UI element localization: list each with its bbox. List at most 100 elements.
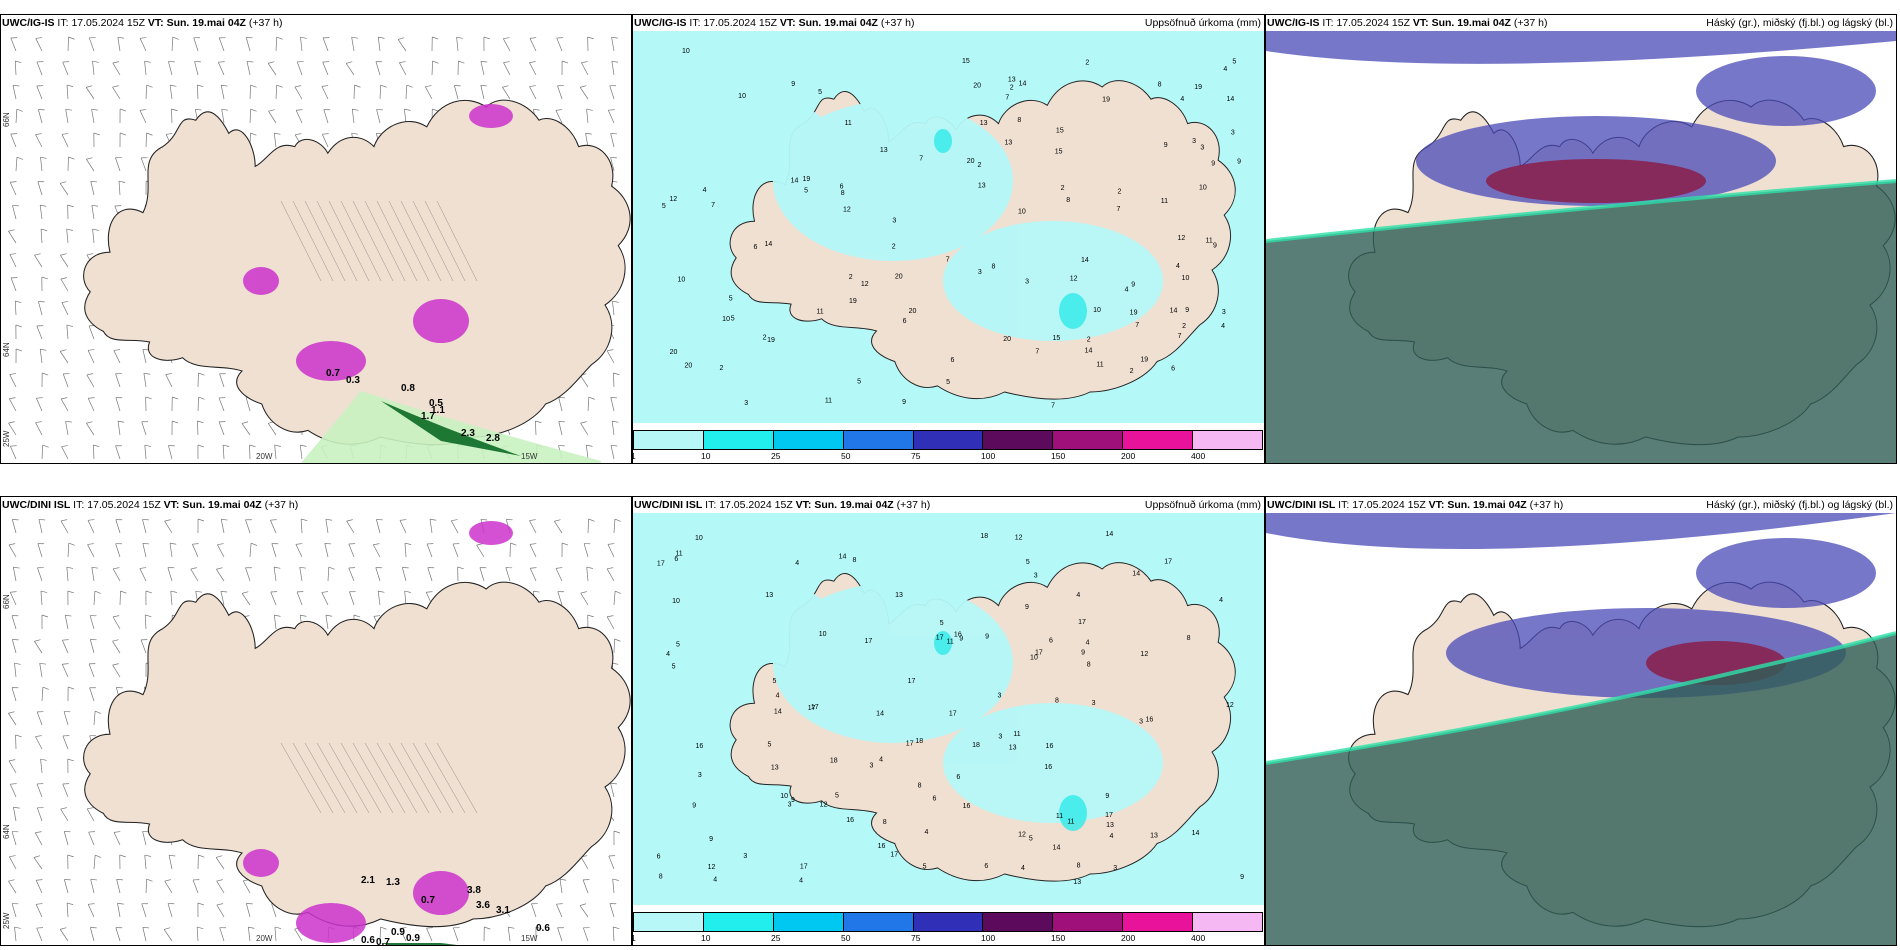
precip-value: 4	[1086, 640, 1090, 647]
precip-value: 6	[903, 318, 907, 325]
legend-swatch	[1193, 431, 1263, 449]
precip-value: 19	[802, 176, 810, 183]
precip-value: 12	[1177, 235, 1185, 242]
precip-value: 17	[906, 741, 914, 748]
precip-value: 19	[1102, 96, 1110, 103]
legend-tick: 10	[701, 933, 711, 943]
precip-value: 9	[1025, 604, 1029, 611]
legend-tick: 100	[981, 451, 996, 461]
precip-value: 17	[864, 638, 872, 645]
legend-tick: 1	[631, 451, 636, 461]
precip-value: 16	[695, 743, 703, 750]
precip-value: 5	[676, 642, 680, 649]
precip-value: 2	[763, 335, 767, 342]
precip-value: 6	[674, 556, 678, 563]
precip-value: 2	[1061, 185, 1065, 192]
precip-value: 20	[895, 274, 903, 281]
precip-value: 2	[1010, 85, 1014, 92]
precip-value: 12	[843, 207, 851, 214]
precip-value: 7	[1051, 403, 1055, 410]
precip-value: 12	[861, 281, 869, 288]
precip-value: 9	[1213, 243, 1217, 250]
legend-swatch	[703, 913, 774, 931]
it-label: IT:	[57, 17, 69, 29]
precip-value: 11	[816, 308, 823, 315]
precip-value: 20	[909, 308, 917, 315]
precip-value: 8	[1187, 635, 1191, 642]
precip-value: 8	[841, 190, 845, 197]
precip-value: 5	[946, 379, 950, 386]
map-value-label: 3.1	[496, 905, 510, 916]
vt-label: VT: Sun. 19.mai 04Z	[779, 17, 878, 29]
precip-value: 5	[729, 295, 733, 302]
precip-value: 7	[919, 155, 923, 162]
precip-value: 2	[1130, 368, 1134, 375]
precip-value: 4	[924, 829, 928, 836]
map-value-label: 0.6	[536, 923, 550, 934]
precip-value: 6	[933, 796, 937, 803]
precip-value: 4	[879, 756, 883, 763]
map-panel: UWC/IG-IS IT: 17.05.2024 15Z VT: Sun. 19…	[0, 14, 632, 464]
precip-legend	[633, 430, 1263, 450]
lead-time: (+37 h)	[1513, 17, 1548, 29]
hatched-area	[280, 200, 478, 282]
precip-title: Uppsöfnuð úrkoma (mm)	[1144, 17, 1261, 29]
lon-label-20w: 20W	[256, 934, 273, 943]
model-name: UWC/DINI ISL	[2, 499, 71, 511]
legend-swatch	[1123, 431, 1194, 449]
panel-header: UWC/IG-IS IT: 17.05.2024 15Z VT: Sun. 19…	[1267, 15, 1547, 31]
map-value-label: 0.3	[346, 375, 360, 386]
map-value-label: 1.3	[386, 877, 400, 888]
legend-ticks: 1 10 25 50 75 100 150 200 400	[631, 451, 1263, 463]
precip-value: 4	[703, 187, 707, 194]
precip-value: 17	[890, 852, 898, 859]
precip-value: 10	[1018, 208, 1026, 215]
map-value-label: 2.8	[486, 433, 500, 444]
precip-value: 17	[808, 705, 816, 712]
legend-tick: 10	[701, 451, 711, 461]
hatched-area	[280, 742, 478, 814]
precip-value: 3	[892, 218, 896, 225]
panel-header: UWC/IG-IS IT: 17.05.2024 15Z VT: Sun. 19…	[2, 15, 282, 31]
precip-value: 5	[1029, 836, 1033, 843]
precip-value: 8	[1017, 117, 1021, 124]
precip-value: 19	[767, 337, 775, 344]
precip-value: 6	[1171, 366, 1175, 373]
precip-value: 3	[978, 269, 982, 276]
map-panel: UWC/DINI ISL IT: 17.05.2024 15Z VT: Sun.…	[0, 496, 632, 946]
precip-value: 6	[956, 774, 960, 781]
model-name: UWC/DINI ISL	[634, 499, 703, 511]
map-value-label: 0.7	[326, 368, 340, 379]
precip-value: 12	[820, 802, 828, 809]
vt-label: VT: Sun. 19.mai 04Z	[1428, 499, 1527, 511]
precip-value: 16	[1145, 717, 1153, 724]
precip-value: 6	[984, 863, 988, 870]
map-value-label: 1.7	[421, 411, 435, 422]
it-label: IT:	[1338, 499, 1350, 511]
map-value-label: 0.8	[401, 383, 415, 394]
lon-label-15w: 15W	[521, 452, 538, 461]
precip-values: 1213310871171019921510131291396541013521…	[662, 48, 1241, 410]
precip-value: 9	[1105, 793, 1109, 800]
it-value: 17.05.2024 15Z	[1336, 17, 1410, 29]
precip-value: 11	[1096, 361, 1103, 368]
precip-value: 4	[713, 876, 717, 883]
precip-value: 17	[936, 635, 944, 642]
precip-value: 3	[1025, 279, 1029, 286]
low-cloud-front	[1266, 633, 1896, 945]
lead-time: (+37 h)	[264, 499, 299, 511]
precip-value: 12	[1070, 275, 1078, 282]
precip-value: 9	[791, 797, 795, 804]
precip-value: 8	[1077, 862, 1081, 869]
precip-value: 9	[1164, 142, 1168, 149]
legend-swatch	[1193, 913, 1263, 931]
precip-value: 10	[682, 48, 690, 55]
precip-value: 20	[967, 158, 975, 165]
precip-value: 4	[776, 693, 780, 700]
precip-value: 13	[980, 120, 988, 127]
precip-value: 18	[980, 533, 988, 540]
precip-value: 13	[1073, 879, 1081, 886]
precip-value: 16	[846, 817, 854, 824]
lon-label-15w: 15W	[521, 934, 538, 943]
precip-value: 9	[1185, 307, 1189, 314]
